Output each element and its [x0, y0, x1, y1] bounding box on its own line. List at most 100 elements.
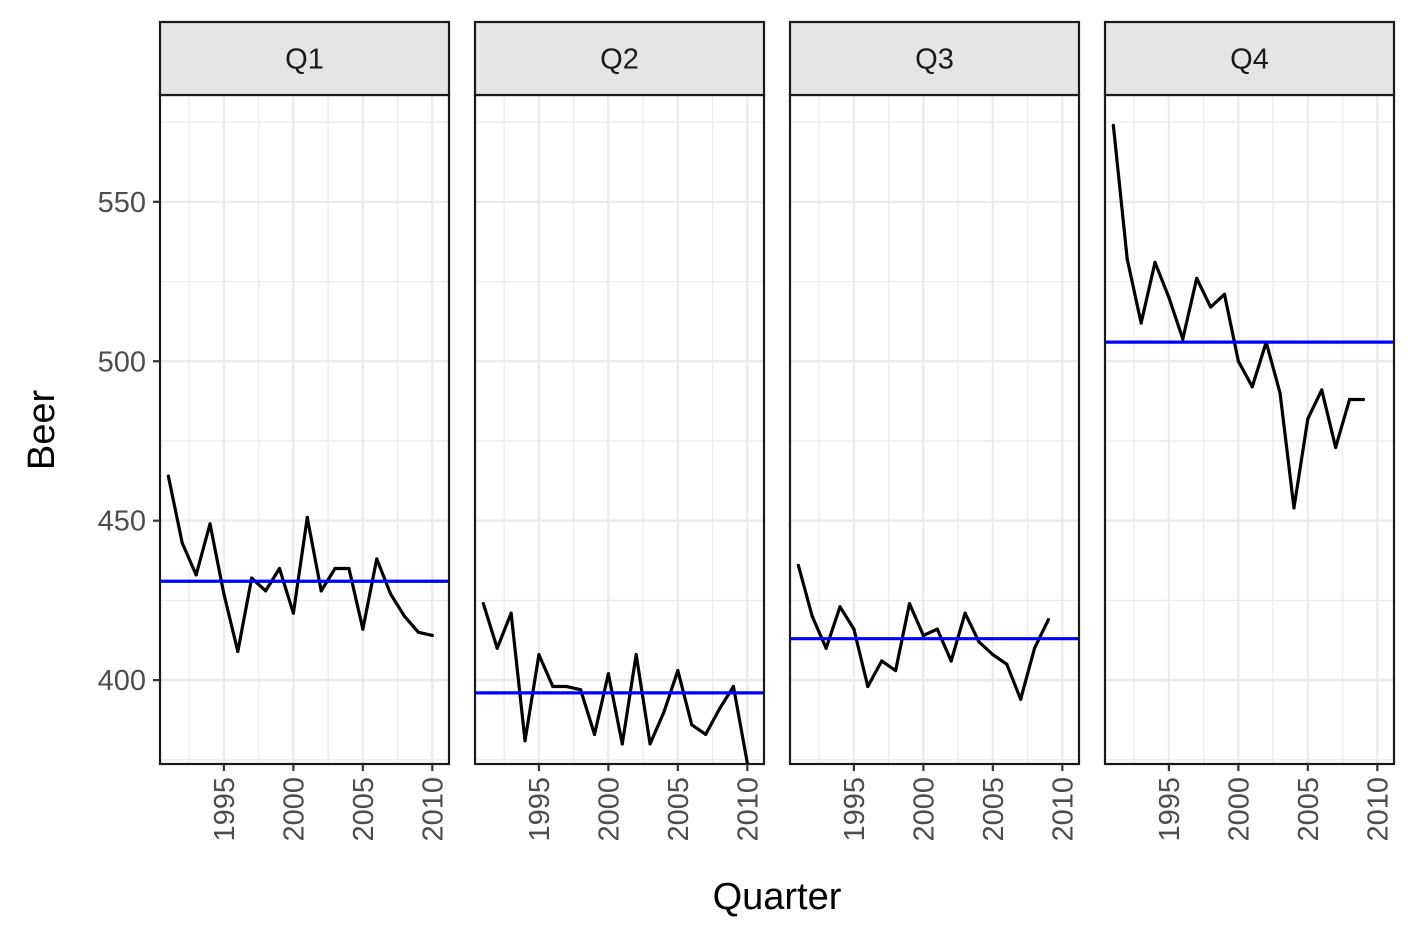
- y-tick-label: 500: [98, 346, 146, 378]
- strip-background: [788, 20, 1081, 97]
- data-point: [277, 566, 282, 571]
- data-point: [676, 668, 680, 673]
- data-point: [606, 672, 610, 676]
- data-point: [662, 710, 666, 714]
- data-point: [1125, 257, 1129, 261]
- data-point: [620, 742, 624, 746]
- data-point: [731, 684, 736, 689]
- data-point: [1250, 385, 1254, 389]
- data-point: [1347, 397, 1352, 402]
- x-axis-title: Quarter: [713, 876, 842, 918]
- data-point: [1208, 305, 1213, 309]
- x-tick-label: 2005: [978, 777, 1010, 842]
- panel-q3: Q3 1995 2000 2005 2010: [788, 20, 1081, 842]
- y-axis-title: Beer: [21, 390, 63, 471]
- data-point: [180, 541, 184, 545]
- data-point: [578, 688, 583, 692]
- data-point: [1167, 295, 1171, 300]
- x-tick-label: 1995: [1154, 777, 1186, 842]
- x-tick-label: 1995: [839, 777, 871, 842]
- data-point: [1361, 397, 1366, 402]
- data-point: [1153, 260, 1157, 265]
- x-tick-label: 2000: [278, 777, 310, 842]
- data-point: [291, 611, 295, 615]
- data-point: [523, 739, 527, 743]
- data-point: [824, 646, 828, 650]
- data-point: [1181, 337, 1185, 341]
- x-tick-label: 2010: [732, 777, 764, 842]
- data-point: [1195, 276, 1199, 280]
- data-point: [963, 611, 967, 615]
- data-point: [1032, 646, 1037, 650]
- y-tick-label: 550: [98, 187, 146, 219]
- x-tick-label: 2005: [348, 777, 380, 842]
- x-tick-label: 2000: [1223, 777, 1255, 842]
- strip-background: [158, 20, 451, 97]
- data-point: [991, 653, 995, 657]
- data-point: [1320, 388, 1324, 392]
- strip-label: Q3: [915, 44, 954, 76]
- series-line: [481, 603, 749, 764]
- data-point: [430, 633, 434, 638]
- data-point: [838, 605, 842, 609]
- data-point: [935, 627, 939, 631]
- series-line: [166, 475, 433, 654]
- data-point: [537, 653, 541, 657]
- data-point: [481, 602, 485, 606]
- data-point: [1046, 617, 1051, 622]
- x-tick-label: 2005: [663, 777, 695, 842]
- data-point: [1306, 417, 1310, 421]
- x-tick-label: 2010: [417, 777, 449, 842]
- data-point: [880, 659, 884, 663]
- data-point: [333, 566, 337, 571]
- data-point: [375, 557, 379, 561]
- x-tick-label: 2010: [1362, 777, 1394, 842]
- data-point: [949, 659, 953, 663]
- x-tick-label: 2005: [1293, 777, 1325, 842]
- data-point: [1222, 292, 1227, 296]
- data-point: [1292, 506, 1296, 510]
- data-point: [208, 522, 212, 526]
- data-point: [704, 732, 708, 736]
- y-axis: 400 450 500 550: [98, 187, 160, 697]
- panel-q2: Q2 1995 2000 2005 2010: [473, 20, 766, 842]
- data-point: [402, 614, 407, 618]
- data-point: [166, 474, 170, 478]
- data-point: [634, 653, 638, 657]
- panel-q4: Q4 1995 2000 2005 2010: [1103, 20, 1396, 842]
- x-tick-label: 2000: [593, 777, 625, 842]
- data-point: [389, 592, 393, 596]
- data-point: [1236, 359, 1240, 363]
- data-point: [717, 707, 722, 711]
- y-tick-label: 450: [98, 506, 146, 538]
- data-point: [361, 627, 365, 631]
- data-point: [592, 732, 597, 736]
- data-point: [977, 640, 981, 644]
- data-point: [1005, 662, 1009, 666]
- data-point: [1278, 391, 1282, 395]
- data-point: [416, 630, 421, 634]
- data-point: [921, 633, 925, 638]
- data-point: [347, 566, 351, 571]
- data-point: [690, 723, 694, 727]
- data-point: [305, 515, 309, 520]
- x-tick-label: 2010: [1047, 777, 1079, 842]
- data-point: [852, 627, 856, 631]
- panels-layer: Q1 1995 2000 2005 2010 Q2 1995 2000 2005 2010 Q3 19…: [158, 20, 1396, 842]
- data-point: [551, 684, 555, 689]
- data-point: [222, 592, 226, 596]
- data-point: [796, 563, 800, 567]
- data-point: [907, 602, 912, 606]
- panel-q1: Q1 1995 2000 2005 2010: [158, 20, 451, 842]
- data-point: [319, 589, 323, 593]
- y-tick-label: 400: [98, 665, 146, 697]
- data-point: [1019, 697, 1023, 701]
- data-point: [648, 742, 652, 746]
- data-point: [810, 614, 814, 618]
- strip-background: [1103, 20, 1396, 97]
- data-point: [509, 611, 513, 615]
- x-tick-label: 1995: [524, 777, 556, 842]
- x-tick-label: 1995: [209, 777, 241, 842]
